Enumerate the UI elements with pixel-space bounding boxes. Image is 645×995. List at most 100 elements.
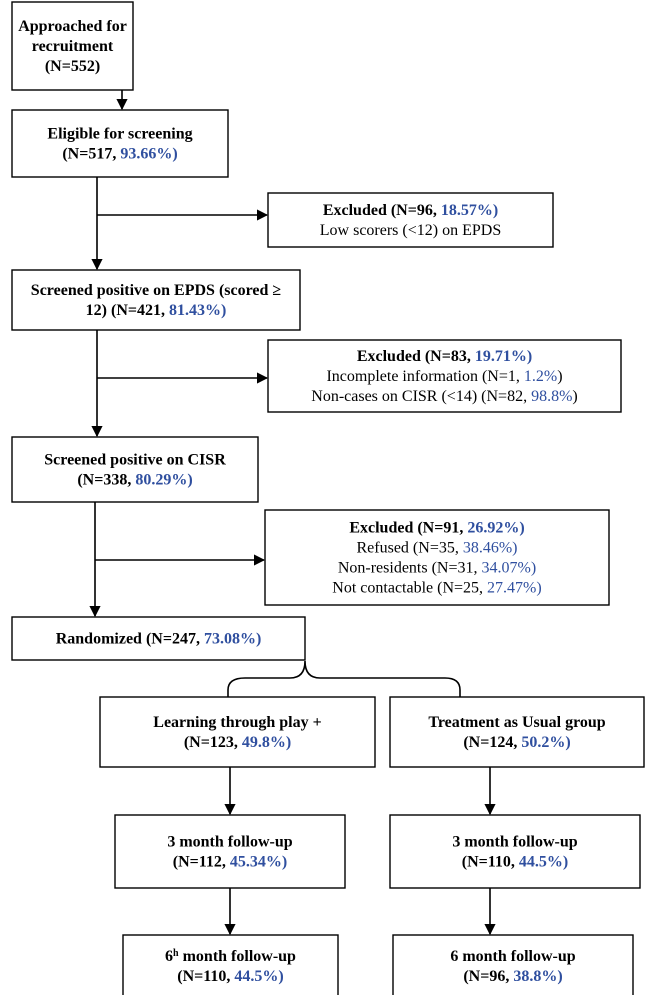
flow-box: Approached for recruitment (N=552) bbox=[11, 1, 134, 91]
text-segment: recruitment bbox=[32, 38, 114, 55]
box-line: recruitment bbox=[32, 38, 114, 55]
text-segment: Learning through play + bbox=[153, 714, 321, 731]
text-segment: Non-residents (N=31, bbox=[338, 560, 482, 577]
box-line: Refused (N=35, 38.46%) bbox=[357, 540, 518, 557]
text-segment: Eligible for screening bbox=[47, 126, 192, 143]
flow-box: Excluded (N=91, 26.92%)Refused (N=35, 38… bbox=[264, 509, 610, 606]
box-border bbox=[389, 696, 645, 768]
text-segment: (N=110, bbox=[177, 968, 234, 985]
box-line: 3 month follow-up bbox=[452, 834, 577, 851]
text-segment: 44.5%) bbox=[519, 854, 568, 871]
text-segment: 18.57%) bbox=[441, 202, 498, 219]
box-line: (N=96, 38.8%) bbox=[463, 968, 562, 985]
text-segment: Screened positive on CISR bbox=[44, 452, 226, 469]
flow-box: 3 month follow-up (N=112, 45.34%) bbox=[114, 814, 346, 889]
text-segment: (N=124, bbox=[463, 734, 521, 751]
box-border bbox=[389, 814, 641, 889]
text-segment: h bbox=[173, 948, 179, 959]
box-line: Excluded (N=96, 18.57%) bbox=[323, 202, 498, 219]
text-segment: 38.46%) bbox=[463, 540, 518, 557]
box-border bbox=[114, 814, 346, 889]
box-line: 6h month follow-up bbox=[165, 948, 296, 966]
text-segment: Incomplete information (N=1, bbox=[326, 368, 523, 385]
text-segment: 26.92%) bbox=[467, 520, 524, 537]
text-segment: Excluded (N=83, bbox=[357, 348, 475, 365]
box-border bbox=[11, 616, 306, 661]
box-line: (N=112, 45.34%) bbox=[173, 854, 287, 871]
text-segment: 1.2% bbox=[524, 368, 557, 385]
flow-box: 3 month follow-up (N=110, 44.5%) bbox=[389, 814, 641, 889]
text-segment: 93.66%) bbox=[120, 146, 177, 163]
box-border bbox=[11, 269, 301, 331]
text-segment: Low scorers (<12) on EPDS bbox=[320, 222, 501, 239]
flow-box: Excluded (N=83, 19.71%) Incomplete inform… bbox=[267, 339, 622, 413]
box-line: 12) (N=421, 81.43%) bbox=[86, 302, 227, 319]
text-segment: 34.07%) bbox=[482, 560, 537, 577]
box-line: Screened positive on EPDS (scored ≥ bbox=[31, 282, 282, 299]
box-border bbox=[11, 109, 229, 178]
box-border bbox=[267, 339, 622, 413]
box-line: Non-cases on CISR (<14) (N=82, 98.8%) bbox=[311, 388, 577, 405]
box-line: Learning through play + bbox=[153, 714, 321, 731]
text-segment: ) bbox=[557, 368, 562, 385]
box-line: (N=124, 50.2%) bbox=[463, 734, 570, 751]
text-segment: 49.8%) bbox=[242, 734, 291, 751]
text-segment: 50.2%) bbox=[521, 734, 570, 751]
text-segment: (N=552) bbox=[45, 58, 100, 75]
flow-box: Learning through play + (N=123, 49.8%) bbox=[99, 696, 376, 768]
box-line: Eligible for screening bbox=[47, 126, 192, 143]
box-line: (N=110, 44.5%) bbox=[462, 854, 568, 871]
text-segment: 98.8% bbox=[531, 388, 572, 405]
box-line: (N=338, 80.29%) bbox=[77, 472, 192, 489]
text-segment: Excluded (N=91, bbox=[349, 520, 467, 537]
text-segment: ) bbox=[572, 388, 577, 405]
text-segment: 38.8%) bbox=[513, 968, 562, 985]
text-segment: Refused (N=35, bbox=[357, 540, 463, 557]
flow-box: Treatment as Usual group (N=124, 50.2%) bbox=[389, 696, 645, 768]
text-segment: (N=338, bbox=[77, 472, 135, 489]
box-border bbox=[11, 1, 134, 91]
text-segment: 81.43%) bbox=[169, 302, 226, 319]
text-segment: Excluded (N=96, bbox=[323, 202, 441, 219]
box-line: (N=110, 44.5%) bbox=[177, 968, 283, 985]
text-segment: 27.47%) bbox=[487, 580, 542, 597]
box-line: (N=517, 93.66%) bbox=[62, 146, 177, 163]
box-line: Not contactable (N=25, 27.47%) bbox=[332, 580, 541, 597]
text-segment: Not contactable (N=25, bbox=[332, 580, 487, 597]
box-border bbox=[99, 696, 376, 768]
box-line: Incomplete information (N=1, 1.2%) bbox=[326, 368, 562, 385]
text-segment: Randomized (N=247, bbox=[56, 631, 204, 648]
box-line: 6 month follow-up bbox=[450, 948, 575, 965]
box-line: Treatment as Usual group bbox=[428, 714, 605, 731]
text-segment: 12) (N=421, bbox=[86, 302, 169, 319]
box-line: Non-residents (N=31, 34.07%) bbox=[338, 560, 536, 577]
flow-box: Excluded (N=96, 18.57%) Low scorers (<12)… bbox=[267, 192, 554, 248]
box-line: Excluded (N=91, 26.92%) bbox=[349, 520, 524, 537]
box-line: (N=552) bbox=[45, 58, 100, 75]
text-segment: 44.5%) bbox=[234, 968, 283, 985]
text-segment: 6 month follow-up bbox=[450, 948, 575, 965]
flow-box: Screened positive on CISR (N=338, 80.29%) bbox=[11, 436, 259, 503]
text-segment: Non-cases on CISR (<14) (N=82, bbox=[311, 388, 531, 405]
text-segment: (N=110, bbox=[462, 854, 519, 871]
text-segment: 19.71%) bbox=[475, 348, 532, 365]
text-segment: 3 month follow-up bbox=[452, 834, 577, 851]
text-segment: 80.29%) bbox=[135, 472, 192, 489]
text-segment: 73.08%) bbox=[204, 631, 261, 648]
text-segment: 6 bbox=[165, 948, 173, 965]
text-segment: Treatment as Usual group bbox=[428, 714, 605, 731]
text-segment: Screened positive on EPDS (scored ≥ bbox=[31, 282, 282, 299]
brace bbox=[227, 660, 461, 697]
flow-box: Eligible for screening (N=517, 93.66%) bbox=[11, 109, 229, 178]
box-border bbox=[122, 934, 339, 995]
box-border bbox=[392, 934, 634, 995]
flow-box: 6 month follow-up (N=96, 38.8%) bbox=[392, 934, 634, 995]
flow-box: Randomized (N=247, 73.08%) bbox=[11, 616, 306, 661]
text-segment: Approached for bbox=[18, 18, 127, 35]
box-line: Low scorers (<12) on EPDS bbox=[320, 222, 501, 239]
text-segment: (N=517, bbox=[62, 146, 120, 163]
text-segment: (N=123, bbox=[184, 734, 242, 751]
text-segment: month follow-up bbox=[179, 948, 296, 965]
